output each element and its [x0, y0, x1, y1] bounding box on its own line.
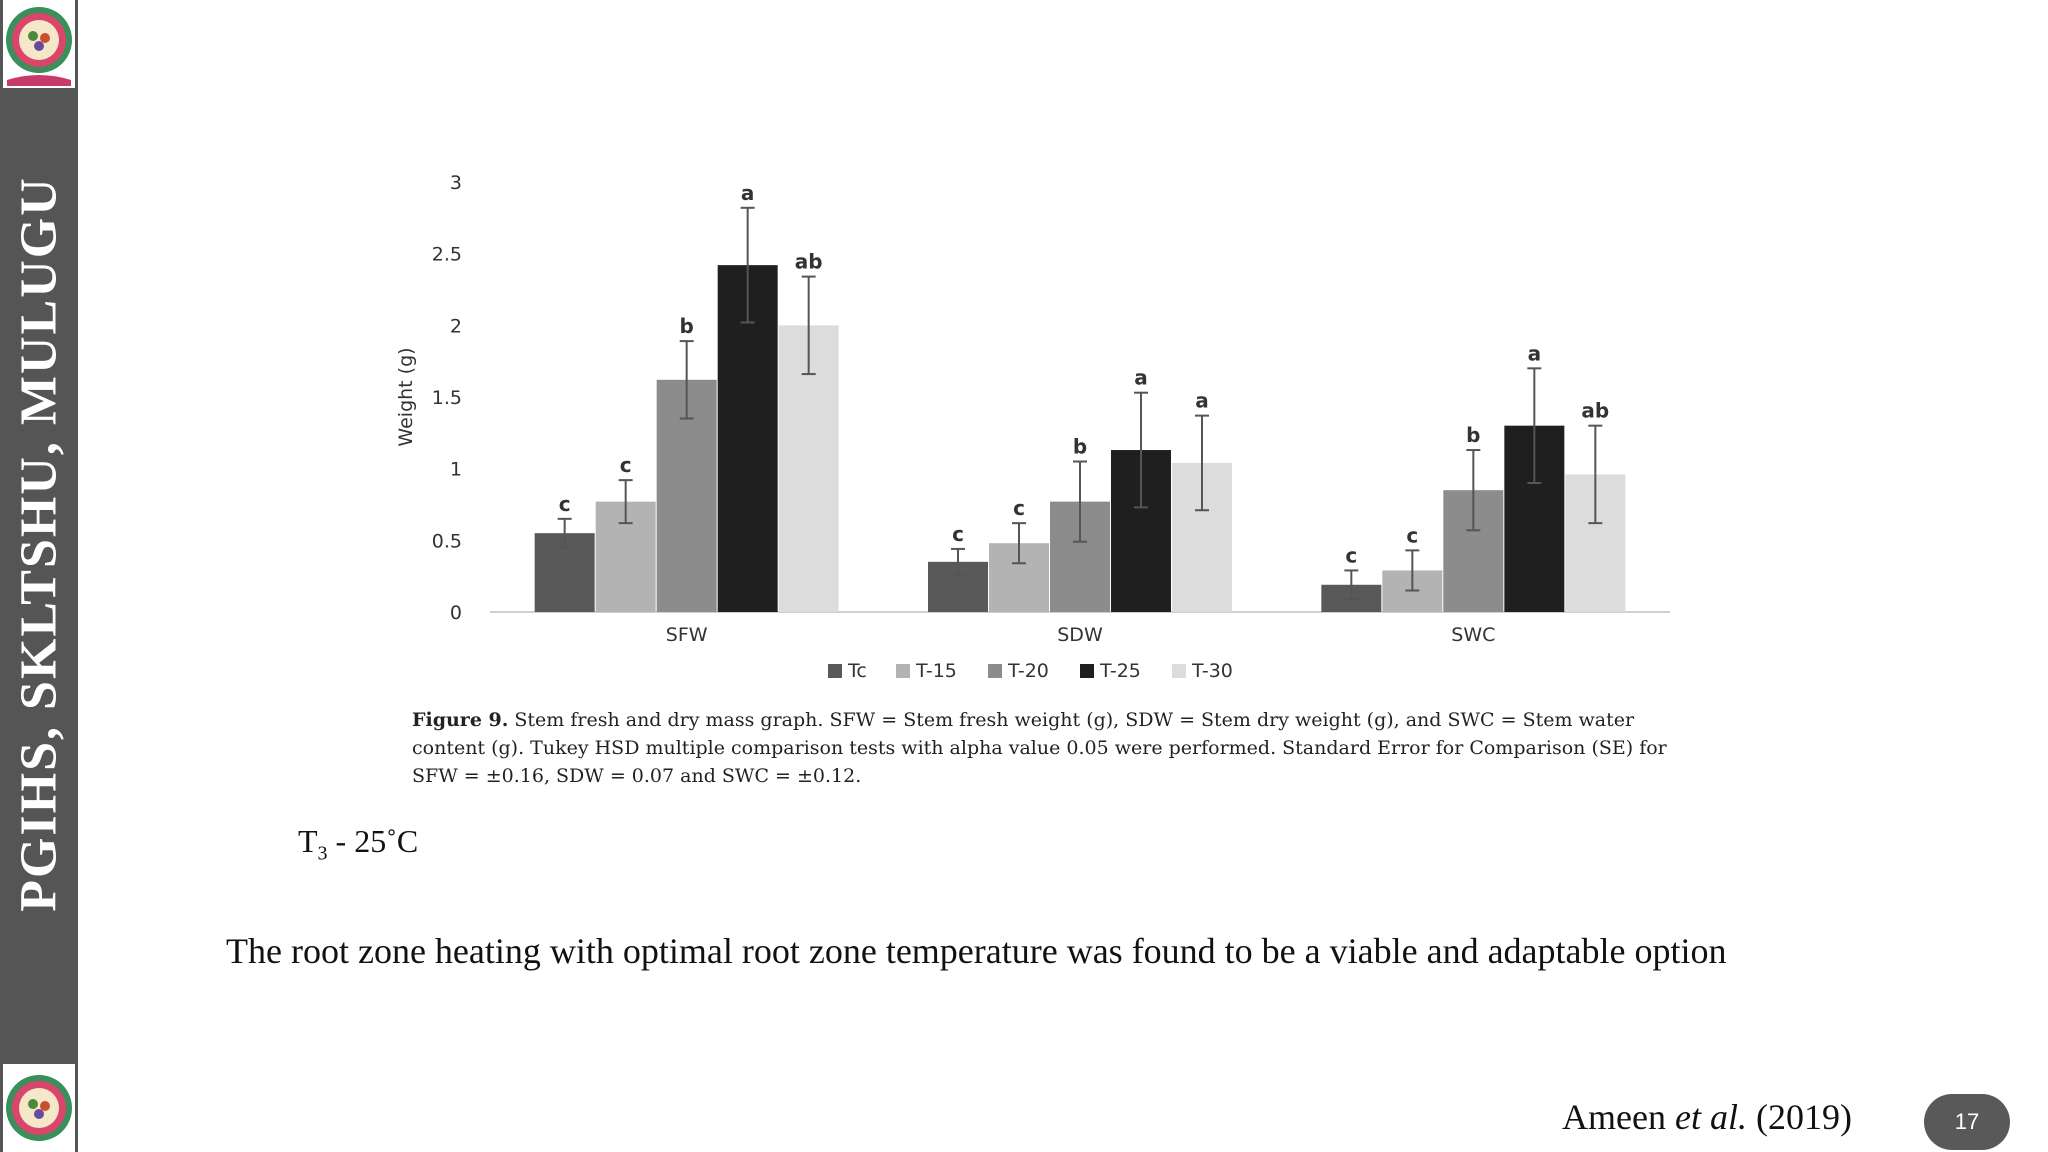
legend-label: Tc	[847, 660, 867, 682]
y-tick-label: 1	[450, 459, 462, 481]
x-tick-label: SWC	[1451, 624, 1495, 646]
legend-label: T-25	[1099, 660, 1141, 682]
significance-letter: a	[1528, 341, 1542, 365]
legend-swatch	[828, 664, 842, 678]
significance-letter: ab	[795, 250, 823, 274]
significance-letter: b	[1073, 435, 1087, 459]
institution-title: PGIHS, SKLTSHU, MULUGU	[10, 176, 68, 912]
temperature-suffix: - 25˚C	[327, 823, 419, 859]
caption-label: Figure 9.	[412, 709, 509, 731]
page-number: 17	[1924, 1094, 2010, 1150]
legend-label: T-15	[915, 660, 957, 682]
y-tick-label: 1.5	[432, 387, 462, 409]
y-tick-label: 3	[450, 172, 462, 194]
legend-swatch	[1172, 664, 1186, 678]
significance-letter: b	[1466, 423, 1480, 447]
significance-letter: c	[1013, 496, 1025, 520]
significance-letter: a	[1195, 389, 1209, 413]
citation-author: Ameen	[1562, 1097, 1675, 1137]
significance-letter: c	[1345, 543, 1357, 567]
significance-letter: a	[741, 181, 755, 205]
significance-letter: c	[1406, 523, 1418, 547]
significance-letter: ab	[1581, 399, 1609, 423]
y-tick-label: 2	[450, 315, 462, 337]
citation-etal: et al.	[1674, 1097, 1747, 1137]
y-tick-label: 2.5	[432, 244, 462, 266]
y-axis-label: Weight (g)	[395, 347, 417, 446]
caption-text: Stem fresh and dry mass graph. SFW = Ste…	[412, 709, 1667, 787]
legend-label: T-20	[1007, 660, 1049, 682]
x-tick-label: SFW	[666, 624, 708, 646]
significance-letter: c	[952, 522, 964, 546]
university-logo-icon	[3, 0, 75, 88]
legend-swatch	[988, 664, 1002, 678]
figure-caption: Figure 9. Stem fresh and dry mass graph.…	[412, 706, 1682, 790]
significance-letter: c	[559, 492, 571, 516]
y-tick-label: 0.5	[432, 530, 462, 552]
university-logo-icon	[3, 1064, 75, 1152]
temperature-label: T3 - 25˚C	[298, 823, 418, 865]
temperature-subscript: 3	[317, 842, 328, 865]
sidebar: PGIHS, SKLTSHU, MULUGU	[0, 0, 78, 1152]
x-tick-label: SDW	[1057, 624, 1103, 646]
legend-swatch	[1080, 664, 1094, 678]
y-tick-label: 0	[450, 602, 462, 624]
legend-label: T-30	[1191, 660, 1233, 682]
significance-letter: b	[680, 314, 694, 338]
legend-swatch	[896, 664, 910, 678]
citation: Ameen et al. (2019)	[1562, 1096, 1852, 1138]
significance-letter: a	[1134, 366, 1148, 390]
temperature-prefix: T	[298, 823, 318, 859]
significance-letter: c	[620, 453, 632, 477]
conclusion-text: The root zone heating with optimal root …	[226, 931, 1727, 971]
citation-year: (2019)	[1746, 1097, 1852, 1137]
